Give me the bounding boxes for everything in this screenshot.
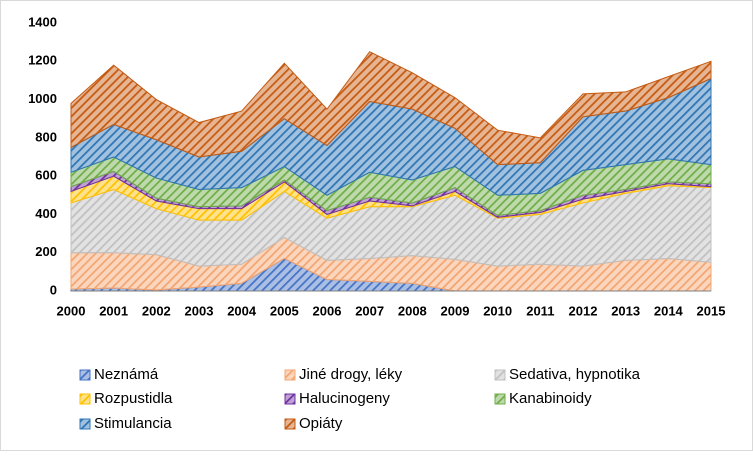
legend-swatch bbox=[284, 393, 296, 405]
legend-label: Stimulancia bbox=[94, 415, 172, 432]
legend-label: Sedativa, hypnotika bbox=[509, 366, 641, 383]
x-tick-label: 2001 bbox=[99, 303, 128, 318]
y-tick-label: 600 bbox=[35, 168, 57, 183]
legend-swatch bbox=[494, 369, 506, 381]
x-tick-label: 2005 bbox=[270, 303, 299, 318]
y-tick-label: 1200 bbox=[28, 53, 57, 68]
legend-label: Opiáty bbox=[299, 415, 343, 432]
legend-swatch bbox=[79, 369, 91, 381]
y-tick-label: 0 bbox=[50, 282, 57, 297]
x-tick-label: 2011 bbox=[526, 303, 554, 318]
area bbox=[70, 51, 712, 166]
y-tick-label: 400 bbox=[35, 206, 57, 221]
legend-swatch bbox=[284, 369, 296, 381]
legend-label: Neznámá bbox=[94, 366, 159, 383]
legend-swatch bbox=[284, 418, 296, 430]
y-tick-label: 1000 bbox=[28, 91, 57, 106]
x-tick-label: 2015 bbox=[697, 303, 726, 318]
x-tick-label: 2003 bbox=[185, 303, 214, 318]
x-tick-label: 2009 bbox=[441, 303, 470, 318]
x-tick-label: 2010 bbox=[483, 303, 512, 318]
legend-label: Kanabinoidy bbox=[509, 390, 592, 407]
x-tick-label: 2013 bbox=[611, 303, 640, 318]
legend-label: Rozpustidla bbox=[94, 390, 173, 407]
x-tick-label: 2002 bbox=[142, 303, 171, 318]
x-tick-label: 2008 bbox=[398, 303, 427, 318]
x-tick-label: 2007 bbox=[355, 303, 384, 318]
legend-label: Halucinogeny bbox=[299, 390, 390, 407]
y-tick-label: 800 bbox=[35, 129, 57, 144]
x-tick-label: 2000 bbox=[57, 303, 86, 318]
x-tick-label: 2012 bbox=[569, 303, 598, 318]
legend-swatch bbox=[79, 393, 91, 405]
y-tick-label: 200 bbox=[35, 244, 57, 259]
x-tick-label: 2006 bbox=[313, 303, 342, 318]
x-tick-label: 2004 bbox=[227, 303, 257, 318]
legend-label: Jiné drogy, léky bbox=[299, 366, 403, 383]
legend-swatch bbox=[79, 418, 91, 430]
y-tick-label: 1400 bbox=[28, 14, 57, 29]
legend-swatch bbox=[494, 393, 506, 405]
x-tick-label: 2014 bbox=[654, 303, 684, 318]
